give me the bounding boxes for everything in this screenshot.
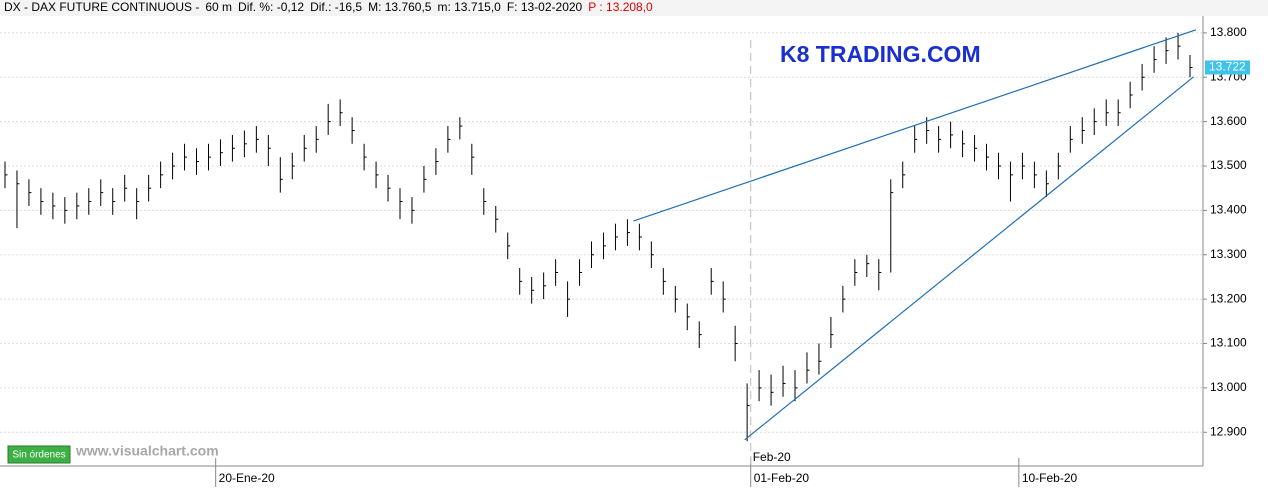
last-price-box	[1205, 60, 1250, 75]
trendline	[633, 29, 1197, 222]
y-tick-label: 13.500	[1210, 158, 1247, 172]
header-part: Dif. %: -0,12	[238, 0, 304, 14]
y-tick-label: 13.100	[1210, 336, 1247, 350]
x-tick-label: 10-Feb-20	[1022, 471, 1078, 485]
y-tick-label: 13.600	[1210, 114, 1247, 128]
watermark: K8 TRADING.COM	[780, 41, 981, 67]
header-bar	[0, 0, 1268, 16]
header-part: F: 13-02-2020	[507, 0, 583, 14]
header-part: 60 m	[205, 0, 232, 14]
trendline	[744, 76, 1194, 441]
header-part: DX - DAX FUTURE CONTINUOUS -	[4, 0, 199, 14]
x-tick-label: 01-Feb-20	[754, 471, 810, 485]
orders-button-label[interactable]: Sin órdenes	[12, 450, 65, 461]
y-tick-label: 13.000	[1210, 380, 1247, 394]
header-part: m: 13.715,0	[437, 0, 501, 14]
last-price-label: 13.722	[1209, 60, 1246, 74]
header-part: Dif.: -16,5	[310, 0, 362, 14]
y-tick-label: 12.900	[1210, 424, 1247, 438]
header-part: M: 13.760,5	[368, 0, 432, 14]
y-tick-label: 13.300	[1210, 247, 1247, 261]
month-marker-label: Feb-20	[753, 450, 791, 464]
y-tick-label: 13.200	[1210, 291, 1247, 305]
y-tick-label: 13.800	[1210, 25, 1247, 39]
header-price: P : 13.208,0	[588, 0, 653, 14]
orders-button[interactable]	[7, 445, 71, 464]
x-tick-label: 20-Ene-20	[219, 471, 275, 485]
y-tick-label: 13.400	[1210, 203, 1247, 217]
header-text: DX - DAX FUTURE CONTINUOUS - 60 m Dif. %: …	[4, 0, 653, 14]
site-link: www.visualchart.com	[75, 443, 219, 459]
